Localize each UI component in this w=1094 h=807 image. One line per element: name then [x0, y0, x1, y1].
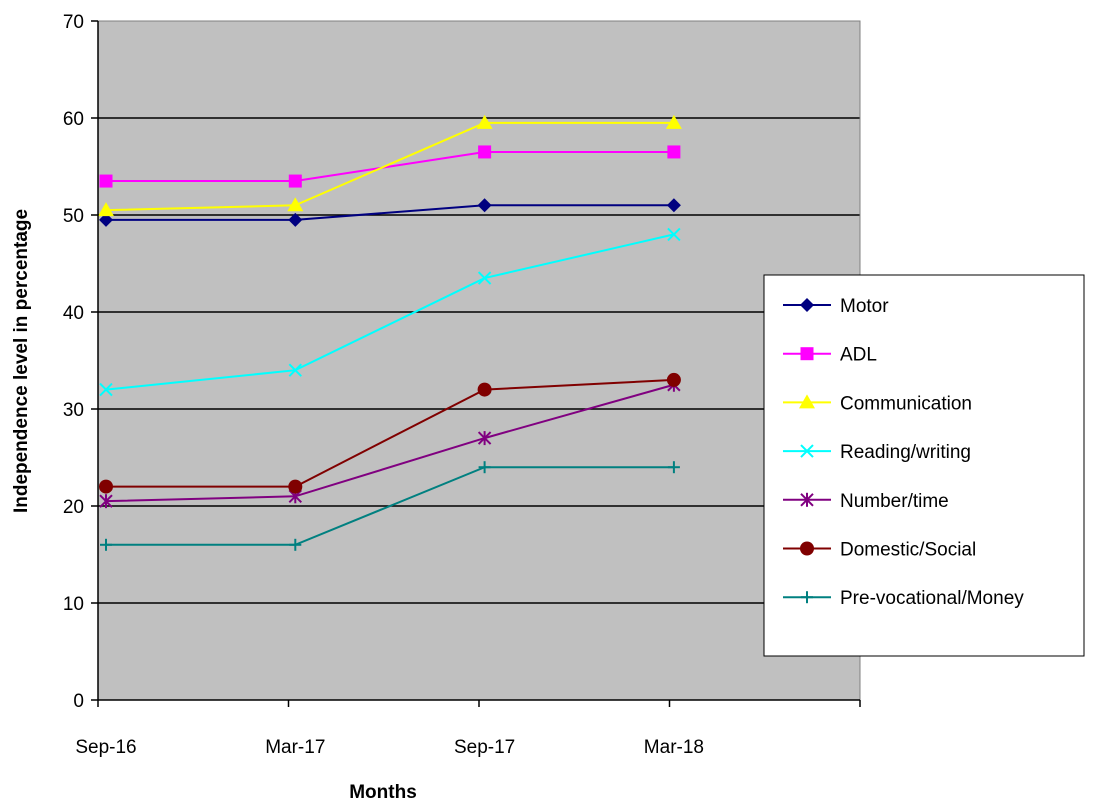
legend-item-domestic-social: Domestic/Social [783, 540, 976, 561]
series-line-motor [106, 204, 674, 221]
y-tick-label-20: 20 [63, 497, 84, 518]
legend-label-motor: Motor [840, 296, 889, 317]
legend-item-reading-writing: Reading/writing [783, 442, 971, 463]
x-tick-label-1: Mar-17 [265, 737, 325, 758]
y-axis-title: Independence level in percentage [11, 209, 32, 513]
y-tick-label-60: 60 [63, 109, 84, 130]
y-tick-label-50: 50 [63, 206, 84, 227]
point-communication-3 [665, 114, 682, 129]
point-domestic-social-2 [477, 382, 492, 397]
y-tick-label-70: 70 [63, 12, 84, 33]
x-tick-label-0: Sep-16 [75, 737, 136, 758]
point-domestic-social-1 [288, 479, 303, 494]
x-axis-ticks: Sep-16 Mar-17 Sep-17 Mar-18 [75, 700, 861, 758]
point-pre-vocational-money-3 [667, 461, 680, 474]
legend-marker-adl [800, 347, 814, 361]
y-axis-ticks: 0 10 20 30 40 50 60 70 [63, 12, 98, 712]
legend-item-motor: Motor [783, 296, 889, 317]
y-tick-label-30: 30 [63, 400, 84, 421]
legend-label-domestic-social: Domestic/Social [840, 540, 976, 561]
series-line-pre-vocational-money [106, 466, 674, 546]
point-reading-writing-2 [477, 271, 492, 285]
point-motor-0 [99, 212, 113, 227]
point-pre-vocational-money-0 [100, 538, 112, 551]
point-communication-0 [98, 202, 114, 217]
legend-label-number-time: Number/time [840, 491, 949, 512]
legend-marker-motor [800, 298, 814, 312]
series-line-adl [106, 150, 674, 183]
point-domestic-social-0 [99, 479, 113, 494]
plot-area [98, 21, 860, 700]
legend-label-reading-writing: Reading/writing [840, 442, 971, 463]
point-adl-1 [288, 174, 302, 188]
legend-marker-number-time [800, 492, 814, 507]
x-tick-label-3: Mar-18 [644, 737, 704, 758]
legend-marker-pre-vocational-money [801, 591, 813, 604]
series-markers [98, 114, 682, 551]
legend-item-communication: Communication [783, 393, 972, 414]
point-motor-2 [477, 198, 492, 213]
y-tick-label-0: 0 [73, 691, 84, 712]
point-adl-0 [99, 174, 113, 188]
point-communication-2 [476, 114, 493, 129]
legend-box [763, 274, 1085, 657]
point-reading-writing-3 [667, 227, 681, 242]
x-tick-label-2: Sep-17 [454, 737, 515, 758]
point-number-time-2 [477, 431, 492, 446]
legend: Motor ADL Communication Reading/writing Numb… [763, 274, 1085, 657]
point-adl-3 [667, 145, 681, 159]
legend-label-pre-vocational-money: Pre-vocational/Money [840, 588, 1024, 609]
point-pre-vocational-money-2 [478, 461, 491, 474]
series-line-number-time [105, 383, 675, 503]
legend-label-communication: Communication [840, 393, 972, 414]
point-reading-writing-1 [288, 363, 303, 377]
legend-marker-domestic-social [800, 541, 814, 556]
y-tick-label-10: 10 [63, 594, 84, 615]
legend-item-pre-vocational-money: Pre-vocational/Money [783, 588, 1024, 609]
point-motor-1 [288, 212, 303, 227]
point-pre-vocational-money-1 [289, 538, 302, 551]
series-line-communication [105, 121, 674, 212]
y-tick-label-40: 40 [63, 303, 84, 324]
grid-lines [98, 117, 860, 604]
legend-marker-communication [799, 394, 815, 409]
legend-marker-reading-writing [800, 444, 814, 458]
point-reading-writing-0 [99, 382, 113, 397]
series-line-domestic-social [106, 378, 674, 488]
series-lines [105, 121, 675, 546]
legend-item-adl: ADL [783, 345, 877, 366]
point-adl-2 [478, 145, 492, 159]
point-number-time-0 [99, 494, 113, 509]
x-axis-title: Months [349, 782, 417, 803]
series-line-reading-writing [105, 233, 675, 391]
legend-label-adl: ADL [840, 345, 877, 366]
point-domestic-social-3 [666, 372, 681, 387]
point-communication-1 [287, 197, 304, 212]
legend-item-number-time: Number/time [783, 491, 949, 512]
point-motor-3 [666, 198, 681, 213]
